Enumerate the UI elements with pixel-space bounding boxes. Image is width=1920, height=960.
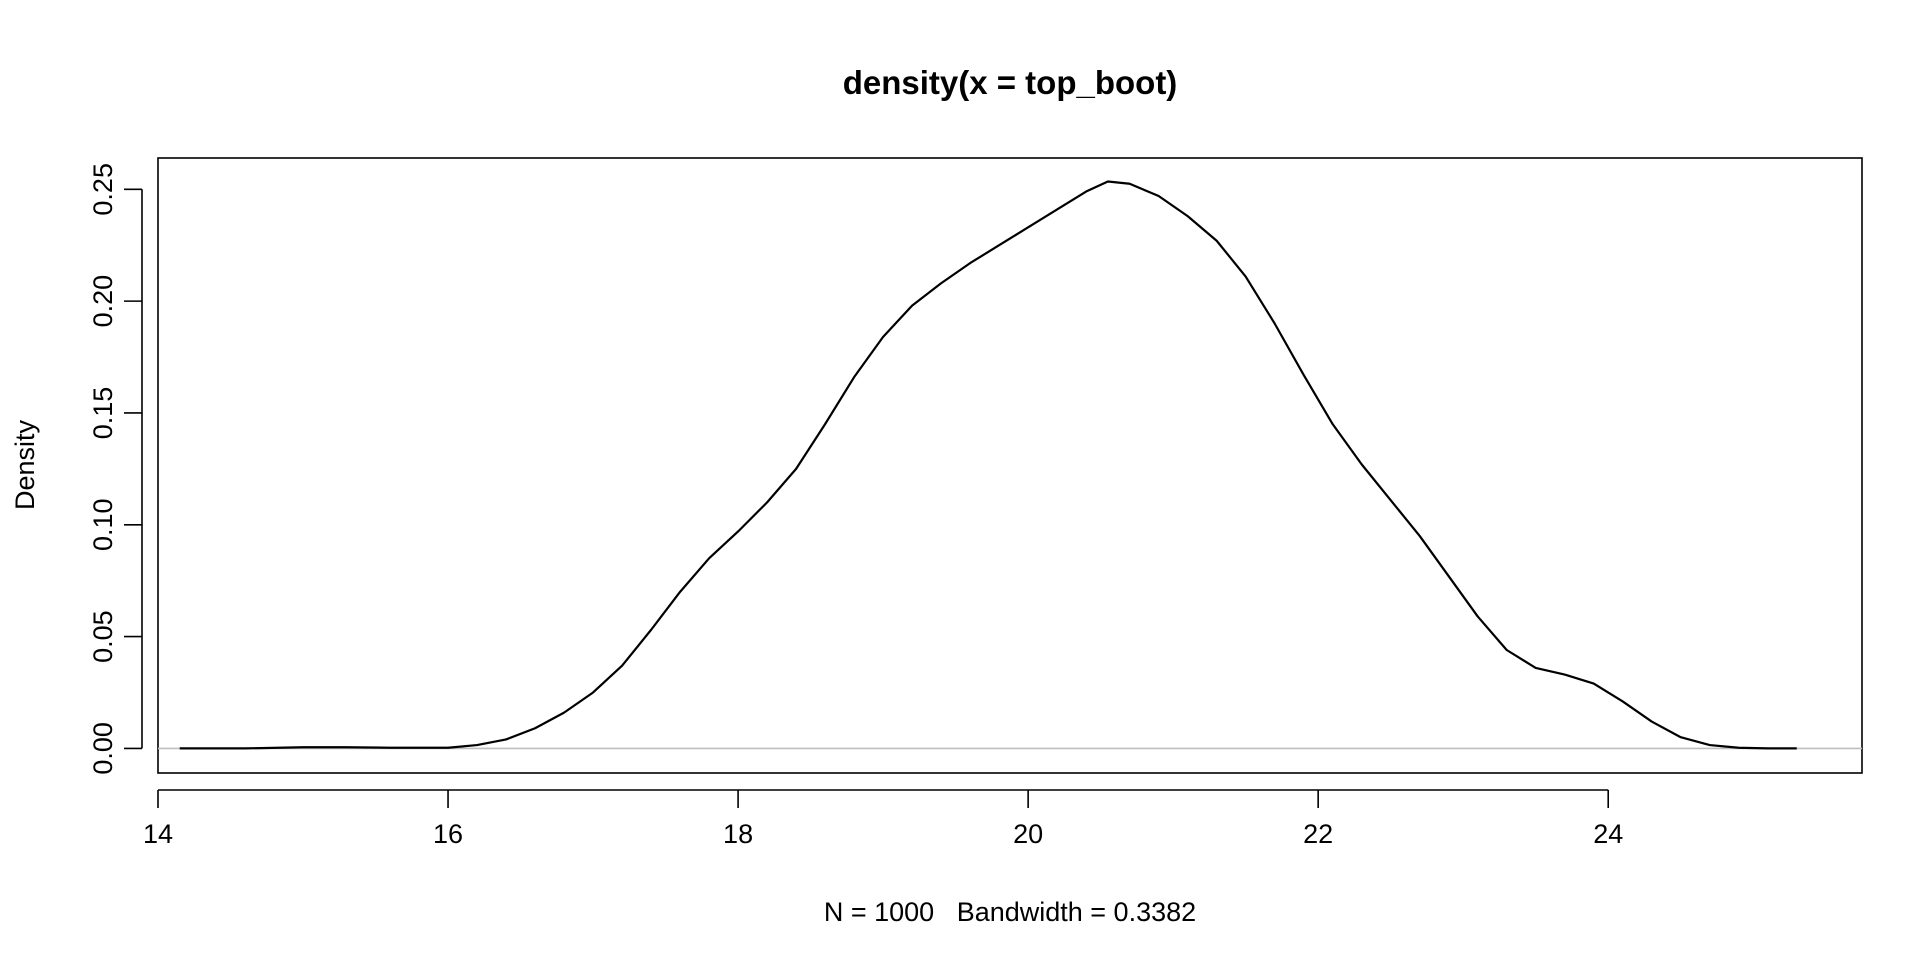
y-axis: 0.00 0.05 0.10 0.15 0.20 0.25 — [88, 163, 143, 775]
x-axis: 14 16 18 20 22 24 — [143, 789, 1623, 849]
y-tick-label: 0.10 — [88, 498, 118, 551]
x-tick-label: 24 — [1593, 819, 1623, 849]
y-axis-label: Density — [10, 419, 40, 510]
y-tick-label: 0.00 — [88, 722, 118, 775]
chart-title: density(x = top_boot) — [843, 64, 1178, 101]
x-tick-label: 20 — [1013, 819, 1043, 849]
x-tick-label: 22 — [1303, 819, 1333, 849]
x-tick-label: 16 — [433, 819, 463, 849]
x-axis-label: N = 1000 Bandwidth = 0.3382 — [824, 897, 1196, 927]
y-tick-label: 0.25 — [88, 163, 118, 216]
x-tick-label: 14 — [143, 819, 173, 849]
x-tick-label: 18 — [723, 819, 753, 849]
density-curve — [179, 180, 1797, 750]
plot-frame — [157, 157, 1863, 774]
y-tick-label: 0.20 — [88, 275, 118, 328]
y-tick-label: 0.15 — [88, 387, 118, 440]
y-tick-label: 0.05 — [88, 610, 118, 663]
